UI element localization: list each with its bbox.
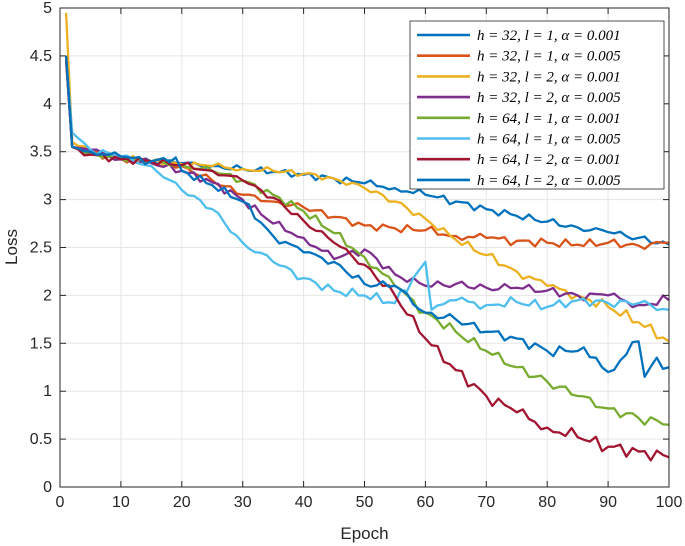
y-tick-label: 3.5 (30, 144, 52, 161)
legend-label-3: h = 32, l = 2, α = 0.001 (477, 69, 621, 85)
y-tick-label: 4 (43, 96, 52, 113)
axis-ticks (59, 7, 670, 488)
legend-label-8: h = 64, l = 2, α = 0.005 (477, 173, 621, 189)
legend-label-1: h = 32, l = 1, α = 0.001 (477, 28, 621, 44)
y-tick-label: 5 (43, 0, 52, 17)
y-tick-labels: 0 0.5 1 1.5 2 2.5 3 3.5 4 4.5 5 (30, 0, 52, 496)
series-line-6 (64, 55, 670, 312)
series-lines (64, 12, 670, 462)
x-tick-labels: 0 10 20 30 40 50 60 70 80 90 100 (56, 494, 683, 511)
x-tick-label: 20 (173, 494, 191, 511)
legend-label-4: h = 32, l = 2, α = 0.005 (477, 90, 621, 106)
y-tick-label: 4.5 (30, 48, 52, 65)
series-line-7 (64, 55, 670, 462)
x-tick-label: 100 (656, 494, 683, 511)
x-axis-label: Epoch (340, 524, 388, 543)
x-tick-label: 40 (295, 494, 313, 511)
y-tick-label: 2 (43, 287, 52, 304)
y-tick-label: 0 (43, 479, 52, 496)
legend: h = 32, l = 1, α = 0.001 h = 32, l = 1, α… (409, 20, 665, 190)
x-tick-label: 70 (477, 494, 495, 511)
series-line-4 (64, 60, 670, 309)
y-tick-label: 1.5 (30, 335, 52, 352)
series-line-8 (64, 55, 670, 378)
series-line-5 (64, 55, 670, 426)
legend-label-7: h = 64, l = 2, α = 0.001 (477, 152, 621, 168)
x-tick-label: 50 (356, 494, 374, 511)
y-tick-label: 3 (43, 192, 52, 209)
x-tick-label: 60 (417, 494, 435, 511)
legend-label-6: h = 64, l = 1, α = 0.005 (477, 132, 621, 148)
x-tick-label: 90 (599, 494, 617, 511)
x-tick-label: 10 (112, 494, 130, 511)
y-tick-label: 0.5 (30, 431, 52, 448)
x-tick-label: 0 (56, 494, 65, 511)
x-tick-label: 80 (538, 494, 556, 511)
legend-label-2: h = 32, l = 1, α = 0.005 (477, 49, 621, 65)
y-tick-label: 1 (43, 383, 52, 400)
y-tick-label: 2.5 (30, 240, 52, 257)
legend-label-5: h = 64, l = 1, α = 0.001 (477, 111, 621, 127)
x-tick-label: 30 (234, 494, 252, 511)
legend-box (409, 20, 665, 190)
y-axis-label: Loss (2, 229, 21, 265)
